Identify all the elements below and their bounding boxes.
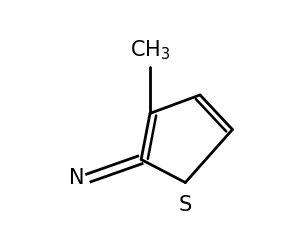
Text: S: S [179, 195, 192, 215]
Text: N: N [68, 169, 84, 188]
Text: CH$_3$: CH$_3$ [130, 38, 170, 62]
